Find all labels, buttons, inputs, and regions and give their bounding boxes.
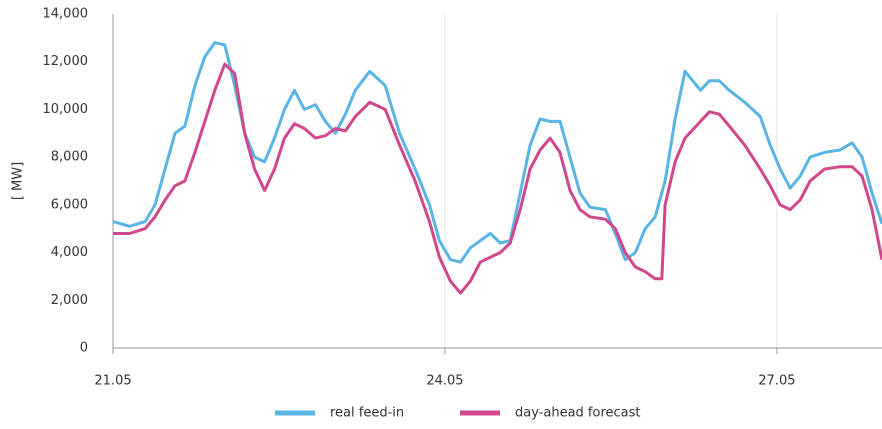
x-tick-label: 21.05 [94, 374, 131, 389]
legend-label: day-ahead forecast [515, 406, 641, 421]
x-tick-label: 27.05 [758, 374, 795, 389]
y-tick-label: 0 [80, 341, 88, 356]
y-tick-label: 8,000 [51, 150, 88, 165]
legend-label: real feed-in [330, 406, 404, 421]
y-tick-label: 12,000 [43, 54, 89, 69]
series-line [113, 62, 882, 295]
y-tick-label: 2,000 [51, 293, 88, 308]
y-tick-label: 6,000 [51, 197, 88, 212]
x-tick-label: 24.05 [426, 374, 463, 389]
series-line [112, 41, 882, 264]
y-axis-title: [ MW] [11, 162, 26, 200]
y-tick-label: 4,000 [51, 245, 88, 260]
y-tick-label: 10,000 [43, 102, 89, 117]
y-tick-label: 14,000 [43, 7, 89, 22]
